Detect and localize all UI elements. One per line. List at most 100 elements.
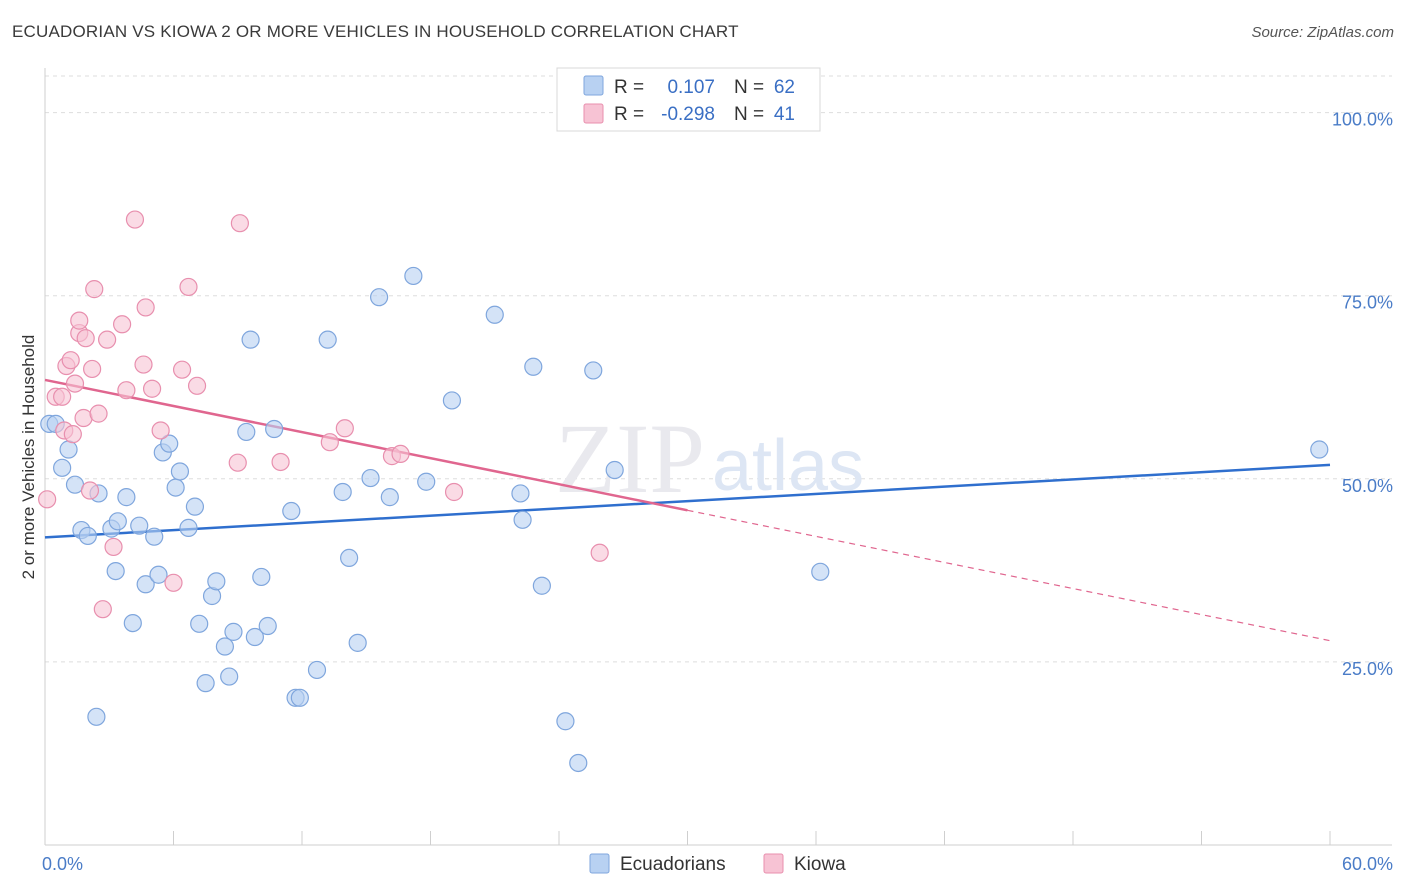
ecuadorian-point (215, 637, 234, 656)
kiowa-point (320, 433, 339, 452)
legend-r-value-1: 0.107 (667, 77, 715, 98)
trend-lines (44, 378, 1331, 642)
ecuadorian-trend-line (44, 463, 1331, 539)
ecuadorian-point (87, 707, 106, 726)
kiowa-point (230, 214, 249, 233)
ecuadorian-point (252, 567, 271, 587)
ecuadorian-point (220, 667, 239, 686)
kiowa-point (136, 298, 155, 317)
series-legend: Ecuadorians Kiowa (589, 853, 846, 875)
ecuadorian-point (136, 575, 155, 594)
kiowa-point (151, 421, 170, 440)
legend-n-value-2: 41 (774, 104, 795, 125)
ecuadorian-point (108, 512, 127, 531)
correlation-legend: R = 0.107 N = 62 R = -0.298 N = 41 (556, 67, 821, 132)
watermark: ZIP atlas (555, 403, 864, 514)
chart-source: Source: ZipAtlas.com (1251, 24, 1394, 41)
axes (44, 68, 1392, 846)
kiowa-point (70, 311, 89, 330)
kiowa-point (179, 277, 198, 297)
watermark-atlas: atlas (712, 426, 864, 506)
ecuadorian-point (185, 497, 205, 516)
kiowa-point (187, 376, 207, 395)
y-tick-label: 100.0% (1332, 110, 1393, 130)
kiowa-point (83, 359, 102, 379)
ecuadorian-point (524, 357, 543, 376)
watermark-zip: ZIP (555, 403, 705, 514)
ecuadorian-point (123, 613, 142, 633)
legend-r-value-2: -0.298 (661, 104, 715, 125)
chart-title: ECUADORIAN VS KIOWA 2 OR MORE VEHICLES I… (12, 22, 739, 41)
ecuadorian-point (811, 562, 830, 581)
x-tick-label-start: 0.0% (42, 854, 83, 874)
kiowa-point (63, 425, 82, 444)
ecuadorian-point (417, 472, 436, 491)
kiowa-point (164, 573, 183, 592)
ecuadorian-point (53, 458, 72, 477)
ecuadorian-point (584, 361, 603, 380)
bottom-legend-swatch-kiowa (763, 853, 784, 874)
y-tick-label: 25.0% (1342, 659, 1393, 679)
kiowa-point (391, 444, 410, 464)
kiowa-point (61, 351, 80, 370)
bottom-legend-ecuadorians: Ecuadorians (620, 854, 726, 875)
kiowa-point (444, 482, 464, 502)
ecuadorian-point (237, 422, 256, 442)
ecuadorian-point (149, 565, 168, 584)
ecuadorian-point (245, 627, 264, 647)
ecuadorian-point (485, 305, 504, 324)
ecuadorian-point (160, 434, 179, 453)
legend-n-label-1: N = (734, 77, 764, 98)
grid-lines (45, 75, 1392, 663)
kiowa-point (65, 374, 85, 393)
kiowa-point (80, 481, 100, 500)
kiowa-point (76, 329, 95, 348)
kiowa-point (89, 404, 108, 423)
ecuadorian-point (442, 391, 462, 410)
ecuadorian-point (569, 753, 588, 773)
kiowa-point (228, 453, 247, 472)
ecuadorian-point (340, 548, 359, 568)
bottom-legend-swatch-ecuadorians (589, 853, 610, 874)
x-tick-label-end: 60.0% (1342, 854, 1393, 874)
kiowa-trend-extension (687, 509, 1331, 642)
ecuadorian-point (290, 688, 309, 707)
legend-swatch-ecuadorians (583, 75, 604, 96)
ecuadorian-point (117, 488, 136, 507)
kiowa-point (117, 381, 136, 400)
ecuadorian-point (370, 288, 389, 307)
y-tick-label: 50.0% (1342, 476, 1393, 496)
kiowa-point (112, 315, 132, 334)
legend-swatch-kiowa (583, 103, 604, 124)
ecuadorian-point (511, 484, 530, 503)
ecuadorian-point (170, 462, 190, 481)
ecuadorian-point (307, 660, 327, 680)
ecuadorian-point (605, 460, 624, 480)
kiowa-point (125, 210, 145, 229)
ecuadorian-point (318, 330, 337, 349)
kiowa-point (38, 490, 57, 509)
ecuadorian-point (106, 561, 125, 581)
ecuadorian-point (166, 478, 185, 497)
ecuadorian-point (59, 440, 78, 459)
ecuadorian-point (207, 572, 226, 591)
kiowa-point (74, 408, 93, 428)
ecuadorian-point (361, 468, 380, 488)
ecuadorian-point (1310, 440, 1329, 459)
ecuadorian-point (196, 674, 215, 693)
ecuadorian-point (145, 527, 164, 546)
kiowa-point (590, 543, 609, 562)
ecuadorian-point (78, 526, 97, 546)
ecuadorian-point (265, 419, 284, 439)
y-tick-label: 75.0% (1342, 293, 1393, 313)
kiowa-point (93, 600, 112, 619)
legend-r-label-2: R = (614, 104, 644, 125)
kiowa-point (335, 419, 354, 438)
bottom-legend-kiowa: Kiowa (794, 854, 846, 875)
legend-r-label-1: R = (614, 77, 644, 98)
ecuadorian-point (348, 633, 367, 652)
ecuadorian-point (380, 488, 399, 507)
kiowa-point (142, 379, 162, 398)
y-axis-label: 2 or more Vehicles in Household (19, 335, 38, 580)
